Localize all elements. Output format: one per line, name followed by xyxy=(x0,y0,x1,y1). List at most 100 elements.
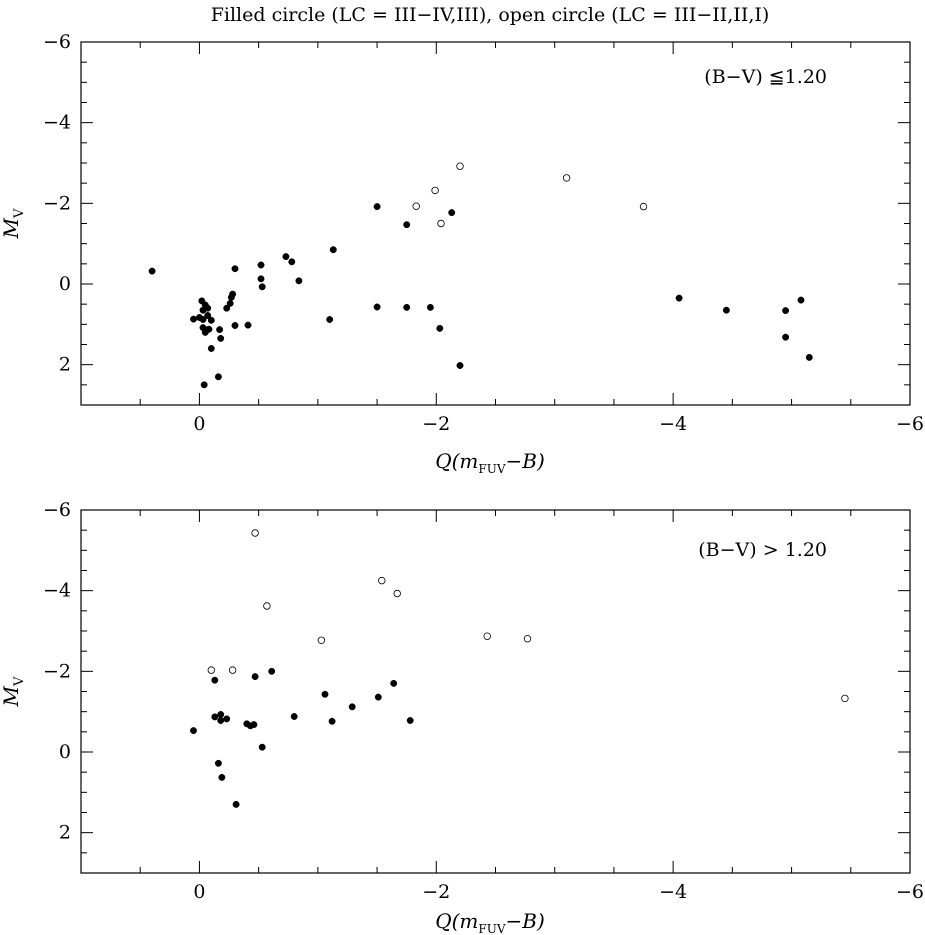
data-point-open xyxy=(841,694,849,703)
data-point-filled xyxy=(223,715,231,723)
panel-top: 0 −2 −4 −6 −6 −4 −2 0 2 (B−V) ≦1.20 Q(mFUV−B) MV xyxy=(0,31,924,476)
data-point-filled xyxy=(295,277,303,285)
data-point-filled xyxy=(328,717,336,725)
data-point-filled xyxy=(257,275,265,283)
data-point-open xyxy=(251,529,259,537)
x-tick-label: 0 xyxy=(193,413,205,435)
data-point-filled xyxy=(214,373,222,381)
data-point-filled xyxy=(231,322,239,329)
data-point-filled xyxy=(223,304,231,312)
data-point-open xyxy=(431,186,439,195)
data-point-open xyxy=(263,602,271,610)
plot-frame xyxy=(80,509,911,874)
panel-annotation: (B−V) ≦1.20 xyxy=(704,66,827,88)
y-axis-label: MV xyxy=(0,676,27,707)
y-tick-label: 2 xyxy=(59,354,71,376)
x-tick-label: −4 xyxy=(659,881,687,903)
data-point-filled xyxy=(250,721,258,729)
data-point-filled xyxy=(782,333,790,341)
data-point-filled xyxy=(251,673,259,681)
data-point-filled xyxy=(200,381,208,389)
data-point-filled xyxy=(218,773,226,781)
x-tick-label: −2 xyxy=(422,413,450,435)
plot-frame xyxy=(80,41,911,406)
data-point-filled xyxy=(244,321,252,329)
y-tick-label: −4 xyxy=(43,580,71,602)
x-axis-label: Q(mFUV−B) xyxy=(435,449,545,476)
data-point-filled xyxy=(403,303,411,311)
data-point-filled xyxy=(232,800,240,808)
page-title: Filled circle (LC = III−IV,III), open ci… xyxy=(211,4,770,26)
y-tick-label: −6 xyxy=(43,31,71,53)
data-point-filled xyxy=(190,727,197,735)
y-tick-label: 2 xyxy=(59,822,71,844)
x-tick-label: −4 xyxy=(659,413,687,435)
panel-bottom: 0 −2 −4 −6 −6 −4 −2 0 2 (B−V) > 1.20 Q(mFUV−B) MV xyxy=(0,499,924,935)
data-point-open xyxy=(456,162,464,170)
y-tick-label: −6 xyxy=(43,499,71,521)
x-axis-label: Q(mFUV−B) xyxy=(435,909,545,935)
data-point-filled xyxy=(448,209,456,217)
data-point-open xyxy=(523,635,532,643)
data-point-filled xyxy=(207,345,215,352)
data-point-filled xyxy=(258,743,266,751)
panel-annotation: (B−V) > 1.20 xyxy=(698,539,827,561)
data-point-filled xyxy=(321,690,329,698)
data-point-filled xyxy=(205,325,213,333)
y-tick-label: −4 xyxy=(43,112,71,134)
data-point-filled xyxy=(211,676,219,684)
data-point-filled xyxy=(217,711,225,718)
data-point-filled xyxy=(675,294,683,302)
data-point-filled xyxy=(348,703,356,711)
data-point-filled xyxy=(403,221,411,229)
y-axis-label: MV xyxy=(0,208,27,239)
data-point-filled xyxy=(282,253,290,261)
data-point-filled xyxy=(257,261,265,269)
data-point-open xyxy=(207,666,215,674)
data-point-open xyxy=(639,202,648,211)
data-point-filled xyxy=(211,713,219,721)
data-point-filled xyxy=(199,306,207,314)
y-tick-label: 0 xyxy=(59,273,71,295)
data-point-open xyxy=(412,202,420,210)
data-point-filled xyxy=(805,353,813,361)
data-point-filled xyxy=(373,203,381,211)
data-point-filled xyxy=(214,759,222,767)
data-point-filled xyxy=(436,324,444,332)
y-tick-label: 0 xyxy=(59,741,71,763)
data-point-open xyxy=(483,632,491,640)
data-point-filled xyxy=(148,267,156,275)
data-point-filled xyxy=(268,667,276,675)
data-point-open xyxy=(393,589,401,598)
data-point-open xyxy=(562,174,571,182)
data-point-filled xyxy=(226,299,234,307)
x-tick-label: −6 xyxy=(896,413,924,435)
data-point-filled xyxy=(258,283,266,291)
data-point-filled xyxy=(406,717,414,724)
data-point-filled xyxy=(217,334,225,342)
data-point-filled xyxy=(288,258,296,266)
x-tick-label: 0 xyxy=(193,881,205,903)
data-point-filled xyxy=(426,303,434,311)
data-point-filled xyxy=(456,362,464,369)
data-point-open xyxy=(317,636,326,644)
data-point-open xyxy=(378,576,386,585)
data-point-filled xyxy=(199,316,207,323)
x-tick-label: −6 xyxy=(896,881,924,903)
y-tick-label: −2 xyxy=(43,660,71,682)
data-point-filled xyxy=(231,265,239,273)
y-tick-label: −2 xyxy=(43,192,71,214)
data-point-filled xyxy=(207,316,215,324)
data-point-filled xyxy=(190,315,197,323)
data-point-filled xyxy=(374,693,382,701)
data-point-filled xyxy=(782,307,790,315)
data-point-open xyxy=(228,666,237,674)
data-point-filled xyxy=(217,717,225,724)
data-point-filled xyxy=(290,713,298,720)
data-point-filled xyxy=(797,296,805,304)
data-point-filled xyxy=(204,312,212,319)
data-point-open xyxy=(437,219,445,228)
data-point-filled xyxy=(229,290,237,298)
data-point-filled xyxy=(329,246,337,254)
